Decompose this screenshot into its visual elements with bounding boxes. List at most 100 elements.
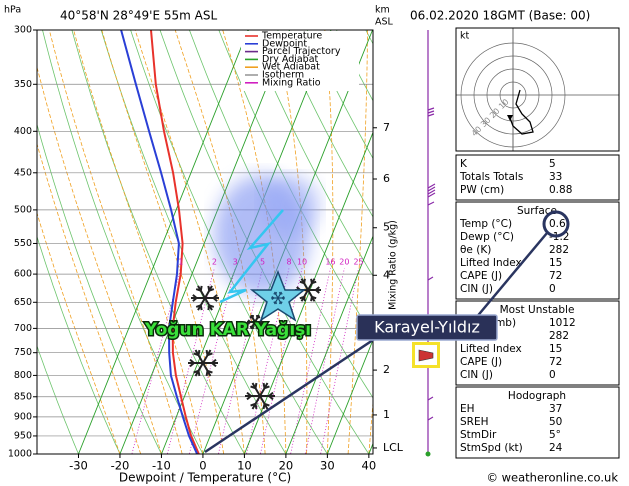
y-tick-label: 850 bbox=[14, 391, 32, 402]
panel-value: 5° bbox=[549, 429, 561, 441]
y-tick-label: 350 bbox=[14, 79, 32, 90]
y-tick-label: 650 bbox=[14, 297, 32, 308]
mixing-ratio-line bbox=[305, 268, 345, 454]
y-tick-label: 600 bbox=[14, 269, 32, 280]
panel-key: CIN (J) bbox=[460, 369, 493, 381]
panel-value: 1012 bbox=[549, 317, 576, 329]
panel-key: K bbox=[460, 158, 468, 170]
legend-label: Mixing Ratio bbox=[262, 77, 321, 88]
panel-box bbox=[455, 201, 620, 300]
y-tick-label: 750 bbox=[14, 347, 32, 358]
km-label: ASL bbox=[375, 17, 394, 28]
wet-adiabat bbox=[48, 30, 183, 454]
panel-key: Lifted Index bbox=[460, 257, 522, 269]
hodograph-box bbox=[455, 27, 620, 152]
panel-key: CIN (J) bbox=[460, 283, 493, 295]
snowflake bbox=[271, 291, 285, 305]
panel-value: 37 bbox=[549, 403, 562, 415]
panel-value: 0.88 bbox=[549, 184, 572, 196]
mixing-ratio-line bbox=[290, 268, 331, 454]
mixing-ratio-line bbox=[166, 268, 215, 454]
panel-key: EH bbox=[460, 403, 475, 415]
mixing-ratio-tick-label: 8 bbox=[286, 258, 291, 267]
y-tick-label: 450 bbox=[14, 167, 32, 178]
panel-value: 0.6 bbox=[549, 218, 566, 230]
panel-key: θe (K) bbox=[460, 244, 491, 256]
panel-value: 15 bbox=[549, 257, 562, 269]
mixing-ratio-tick-label: 2 bbox=[212, 258, 217, 267]
mixing-ratio-label: Mixing Ratio (g/kg) bbox=[388, 220, 399, 310]
dry-adiabat bbox=[130, 30, 328, 454]
panel-key: Lifted Index bbox=[460, 343, 522, 355]
legend-label: Wet Adiabat bbox=[262, 62, 320, 73]
snowflake bbox=[295, 278, 321, 302]
y-tick-label: 800 bbox=[14, 370, 32, 381]
y-tick-label: 1000 bbox=[8, 449, 32, 460]
panel-key: StmDir bbox=[460, 429, 497, 441]
plot-frame bbox=[36, 29, 374, 455]
wet-adiabat bbox=[37, 211, 121, 454]
panel-key: Totals Totals bbox=[459, 171, 523, 183]
hodo-ring bbox=[486, 68, 540, 122]
isotherm bbox=[326, 338, 373, 454]
hodo-marker bbox=[507, 115, 513, 121]
x-tick-label: -10 bbox=[152, 459, 171, 473]
y-tick-label: 300 bbox=[14, 25, 32, 36]
x-axis-label: Dewpoint / Temperature (°C) bbox=[119, 471, 291, 485]
legend-label: Temperature bbox=[261, 31, 322, 42]
panel-box bbox=[455, 154, 620, 201]
hodograph-unit: kt bbox=[460, 31, 470, 42]
wet-adiabat bbox=[37, 142, 142, 454]
km-tick-label: 7 bbox=[383, 121, 390, 134]
x-tick-label: -30 bbox=[69, 459, 88, 473]
legend-label: Dewpoint bbox=[262, 38, 307, 49]
dry-adiabat bbox=[306, 30, 373, 160]
y-axis-label: hPa bbox=[4, 5, 21, 16]
panel-value: 5 bbox=[549, 158, 556, 170]
snowflake bbox=[188, 349, 218, 377]
y-tick-label: 400 bbox=[14, 126, 32, 137]
panel-box bbox=[455, 386, 620, 459]
y-tick-label: 550 bbox=[14, 238, 32, 249]
dry-adiabat bbox=[37, 235, 121, 454]
dry-adiabat bbox=[218, 30, 373, 338]
dry-adiabat bbox=[42, 30, 204, 454]
y-tick-label: 500 bbox=[14, 204, 32, 215]
panel-value: 24 bbox=[549, 442, 563, 454]
panel-key: CAPE (J) bbox=[460, 356, 502, 368]
lightning bbox=[219, 209, 284, 304]
plot-area bbox=[37, 30, 373, 454]
mixing-ratio-tick-label: 20 bbox=[339, 258, 349, 267]
y-tick-label: 700 bbox=[14, 323, 32, 334]
panel-value: 33 bbox=[549, 171, 562, 183]
arrow bbox=[204, 330, 386, 454]
wet-adiabat bbox=[324, 30, 334, 454]
wet-adiabat bbox=[347, 30, 368, 454]
panel-key: SREH bbox=[460, 416, 489, 428]
snowflake bbox=[245, 382, 275, 410]
panel-section-title: Surface bbox=[517, 205, 557, 217]
panel-key: CAPE (J) bbox=[460, 270, 502, 282]
mixing-ratio-tick-label: 1 bbox=[178, 258, 183, 267]
y-tick-label: 950 bbox=[14, 430, 32, 441]
highlight-ring bbox=[542, 210, 570, 238]
km-tick-label: 2 bbox=[383, 363, 390, 376]
hodo-ring bbox=[460, 42, 566, 148]
hodo-ring bbox=[499, 81, 527, 109]
panel-value: 50 bbox=[549, 416, 562, 428]
panel-section-title: Most Unstable bbox=[500, 304, 575, 316]
panel-value: 282 bbox=[549, 244, 569, 256]
x-tick-label: 10 bbox=[237, 459, 252, 473]
wet-adiabat bbox=[174, 30, 266, 454]
snowflake bbox=[191, 285, 219, 311]
panel-key: Temp (°C) bbox=[459, 218, 512, 230]
panel-section-title: Hodograph bbox=[508, 390, 566, 402]
index-panel: K 5 Totals Totals 33 PW (cm) 0.88 Surface Temp … bbox=[455, 154, 620, 459]
wet-adiabat bbox=[274, 30, 308, 454]
km-tick-label: 4 bbox=[383, 268, 390, 281]
panel-key: StmSpd (kt) bbox=[460, 442, 523, 454]
arrow bbox=[469, 232, 548, 326]
x-tick-label: 0 bbox=[199, 459, 206, 473]
